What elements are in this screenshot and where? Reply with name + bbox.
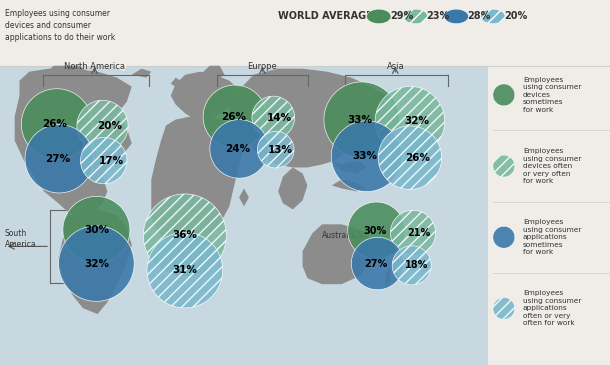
Circle shape <box>481 9 505 24</box>
Polygon shape <box>493 155 515 177</box>
Polygon shape <box>25 124 93 193</box>
Polygon shape <box>378 126 442 189</box>
Polygon shape <box>331 121 402 192</box>
Text: 14%: 14% <box>267 112 292 123</box>
Polygon shape <box>348 202 405 260</box>
Polygon shape <box>132 69 151 78</box>
Polygon shape <box>493 84 515 106</box>
Text: 28%: 28% <box>467 11 490 22</box>
Text: 29%: 29% <box>390 11 413 22</box>
Polygon shape <box>239 116 278 143</box>
Text: South
America: South America <box>5 229 37 249</box>
Polygon shape <box>324 82 400 158</box>
Text: 32%: 32% <box>405 116 429 126</box>
Text: 36%: 36% <box>173 230 197 241</box>
Polygon shape <box>278 168 307 210</box>
Text: 33%: 33% <box>353 151 377 161</box>
Polygon shape <box>59 210 132 314</box>
Polygon shape <box>143 194 226 277</box>
Polygon shape <box>493 297 515 319</box>
Polygon shape <box>493 226 515 248</box>
Text: 32%: 32% <box>84 258 109 269</box>
Text: 27%: 27% <box>365 258 388 269</box>
Polygon shape <box>257 131 294 168</box>
Polygon shape <box>252 96 295 139</box>
Text: 26%: 26% <box>43 119 67 129</box>
Text: 27%: 27% <box>45 154 70 164</box>
Polygon shape <box>15 69 132 218</box>
Polygon shape <box>77 100 128 151</box>
Text: 30%: 30% <box>84 225 109 235</box>
Polygon shape <box>229 69 390 168</box>
Text: Employees
using consumer
devices
sometimes
for work: Employees using consumer devices sometim… <box>523 77 581 113</box>
Polygon shape <box>332 180 366 191</box>
Polygon shape <box>392 246 431 285</box>
Text: Employees
using consumer
applications
often or very
often for work: Employees using consumer applications of… <box>523 291 581 326</box>
Bar <box>488 66 610 365</box>
Text: 26%: 26% <box>405 153 429 163</box>
Polygon shape <box>203 85 267 149</box>
Polygon shape <box>83 212 107 233</box>
Polygon shape <box>200 66 224 81</box>
Circle shape <box>403 9 428 24</box>
Polygon shape <box>44 66 88 78</box>
Text: Europe: Europe <box>248 62 277 71</box>
Text: Employees using consumer
devices and consumer
applications to do their work: Employees using consumer devices and con… <box>5 9 115 42</box>
Polygon shape <box>59 226 134 301</box>
Polygon shape <box>390 210 436 255</box>
Text: Employees
using consumer
applications
sometimes
for work: Employees using consumer applications so… <box>523 219 581 255</box>
Text: 33%: 33% <box>348 115 372 125</box>
Polygon shape <box>151 116 244 257</box>
Circle shape <box>444 9 468 24</box>
Polygon shape <box>303 224 376 284</box>
Text: 23%: 23% <box>426 11 450 22</box>
Bar <box>0 66 488 365</box>
Polygon shape <box>63 196 130 264</box>
Polygon shape <box>147 232 223 308</box>
Polygon shape <box>171 78 181 87</box>
Text: North America: North America <box>64 62 125 71</box>
Circle shape <box>367 9 391 24</box>
Polygon shape <box>239 188 249 206</box>
Text: 17%: 17% <box>98 155 124 166</box>
Text: 21%: 21% <box>407 228 431 238</box>
Polygon shape <box>171 72 239 123</box>
Text: WORLD AVERAGE: WORLD AVERAGE <box>278 11 372 22</box>
Bar <box>0 0 610 66</box>
Text: 26%: 26% <box>221 112 246 122</box>
Text: Australia: Australia <box>321 231 356 240</box>
Polygon shape <box>81 137 127 184</box>
Polygon shape <box>386 266 390 287</box>
Text: 18%: 18% <box>405 260 428 270</box>
Text: 30%: 30% <box>364 226 387 236</box>
Text: Employees
using consumer
devices often
or very often
for work: Employees using consumer devices often o… <box>523 148 581 184</box>
Polygon shape <box>375 87 445 156</box>
Polygon shape <box>371 120 381 131</box>
Text: Asia: Asia <box>387 62 404 71</box>
Polygon shape <box>351 237 404 290</box>
Polygon shape <box>21 89 92 160</box>
Text: 24%: 24% <box>225 144 251 154</box>
Text: 31%: 31% <box>173 265 197 275</box>
Polygon shape <box>332 161 366 173</box>
Text: 13%: 13% <box>268 145 293 155</box>
Polygon shape <box>210 120 268 178</box>
Text: 20%: 20% <box>504 11 527 22</box>
Text: 20%: 20% <box>98 121 122 131</box>
